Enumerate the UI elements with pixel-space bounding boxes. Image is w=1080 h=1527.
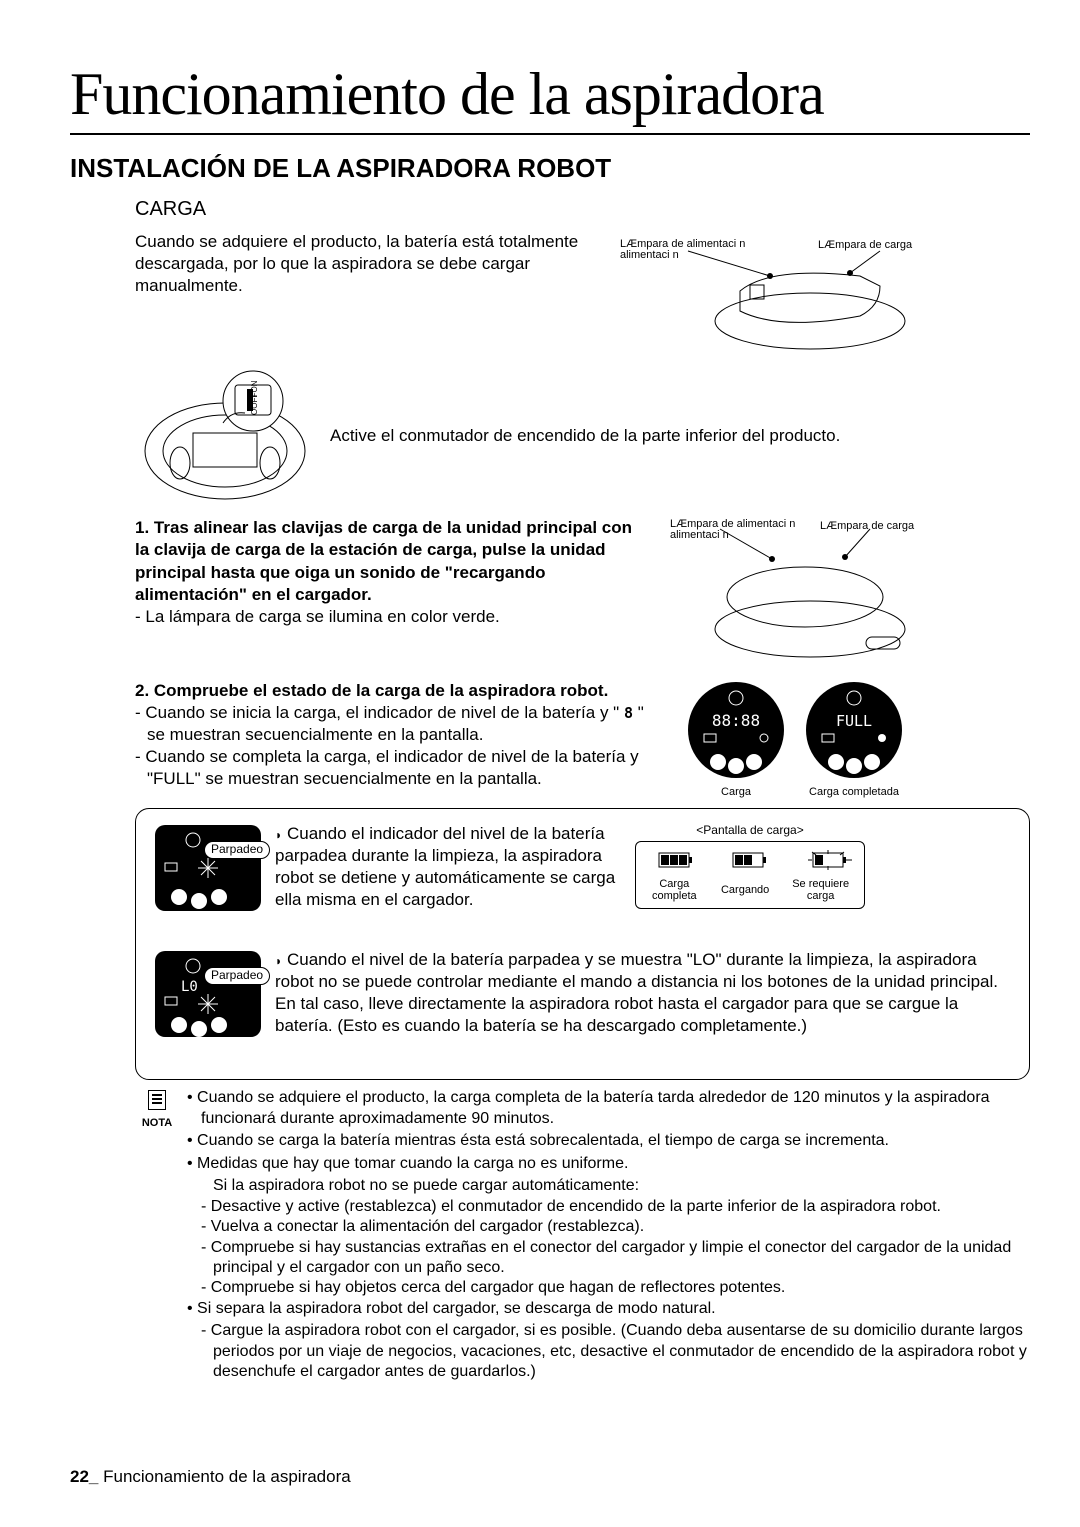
step2-a: - Cuando se inicia la carga, el indicado… bbox=[135, 702, 645, 746]
label-lamp-charge: LÆmpara de carga bbox=[818, 239, 913, 251]
svg-text:alimentaci n: alimentaci n bbox=[620, 249, 679, 261]
display-carga: 88:88 Carga bbox=[686, 680, 786, 798]
tip2-text: Cuando el nivel de la batería parpadea y… bbox=[275, 950, 998, 1035]
page-title: Funcionamiento de la aspiradora bbox=[70, 60, 1030, 135]
nota-label: NOTA bbox=[135, 1088, 179, 1130]
robot-bottom-figure: I ON OOFF bbox=[135, 363, 310, 509]
svg-text:OOFF: OOFF bbox=[250, 393, 259, 415]
svg-text:L0: L0 bbox=[181, 979, 198, 995]
chevron-icon: ◗ bbox=[275, 954, 282, 968]
content-area: Cuando se adquiere el producto, la bater… bbox=[135, 231, 1030, 1383]
svg-text:LÆmpara de carga: LÆmpara de carga bbox=[820, 520, 915, 532]
note-icon bbox=[148, 1090, 166, 1110]
subsection-heading: CARGA bbox=[135, 198, 1030, 221]
svg-text:88:88: 88:88 bbox=[712, 711, 760, 730]
nota-body: • Cuando se adquiere el producto, la car… bbox=[187, 1088, 1030, 1383]
dock-diagram-side: LÆmpara de alimentaci n alimentaci n LÆm… bbox=[665, 517, 925, 671]
activate-text: Active el conmutador de encendido de la … bbox=[330, 425, 1030, 447]
chevron-icon: ◗ bbox=[275, 828, 282, 842]
step1-note: - La lámpara de carga se ilumina en colo… bbox=[135, 606, 645, 628]
page-footer: 22_ Funcionamiento de la aspiradora bbox=[70, 1467, 351, 1487]
charge-screen-panel: <Pantalla de carga> Carga bbox=[635, 823, 865, 909]
dock-diagram-top: LÆmpara de alimentaci n alimentaci n LÆm… bbox=[615, 231, 925, 355]
section-heading: INSTALACIÓN DE LA ASPIRADORA ROBOT bbox=[70, 153, 1030, 184]
display-completada: FULL Carga completada bbox=[804, 680, 904, 798]
tip-box: Parpadeo ◗ Cuando el indicador del nivel… bbox=[135, 808, 1030, 1080]
intro-paragraph: Cuando se adquiere el producto, la bater… bbox=[135, 231, 595, 297]
tip1-text: Cuando el indicador del nivel de la bate… bbox=[275, 824, 615, 909]
step1-head: 1. Tras alinear las clavijas de carga de… bbox=[135, 517, 645, 605]
panel-blink-1: Parpadeo bbox=[150, 823, 265, 935]
step2-head: 2. Compruebe el estado de la carga de la… bbox=[135, 680, 645, 702]
manual-page: Funcionamiento de la aspiradora INSTALAC… bbox=[0, 0, 1080, 1527]
panel-blink-2: L0 Parpadeo bbox=[150, 949, 265, 1061]
svg-text:FULL: FULL bbox=[836, 712, 872, 730]
svg-text:alimentaci n: alimentaci n bbox=[670, 529, 729, 541]
step2-b: - Cuando se completa la carga, el indica… bbox=[135, 746, 645, 790]
